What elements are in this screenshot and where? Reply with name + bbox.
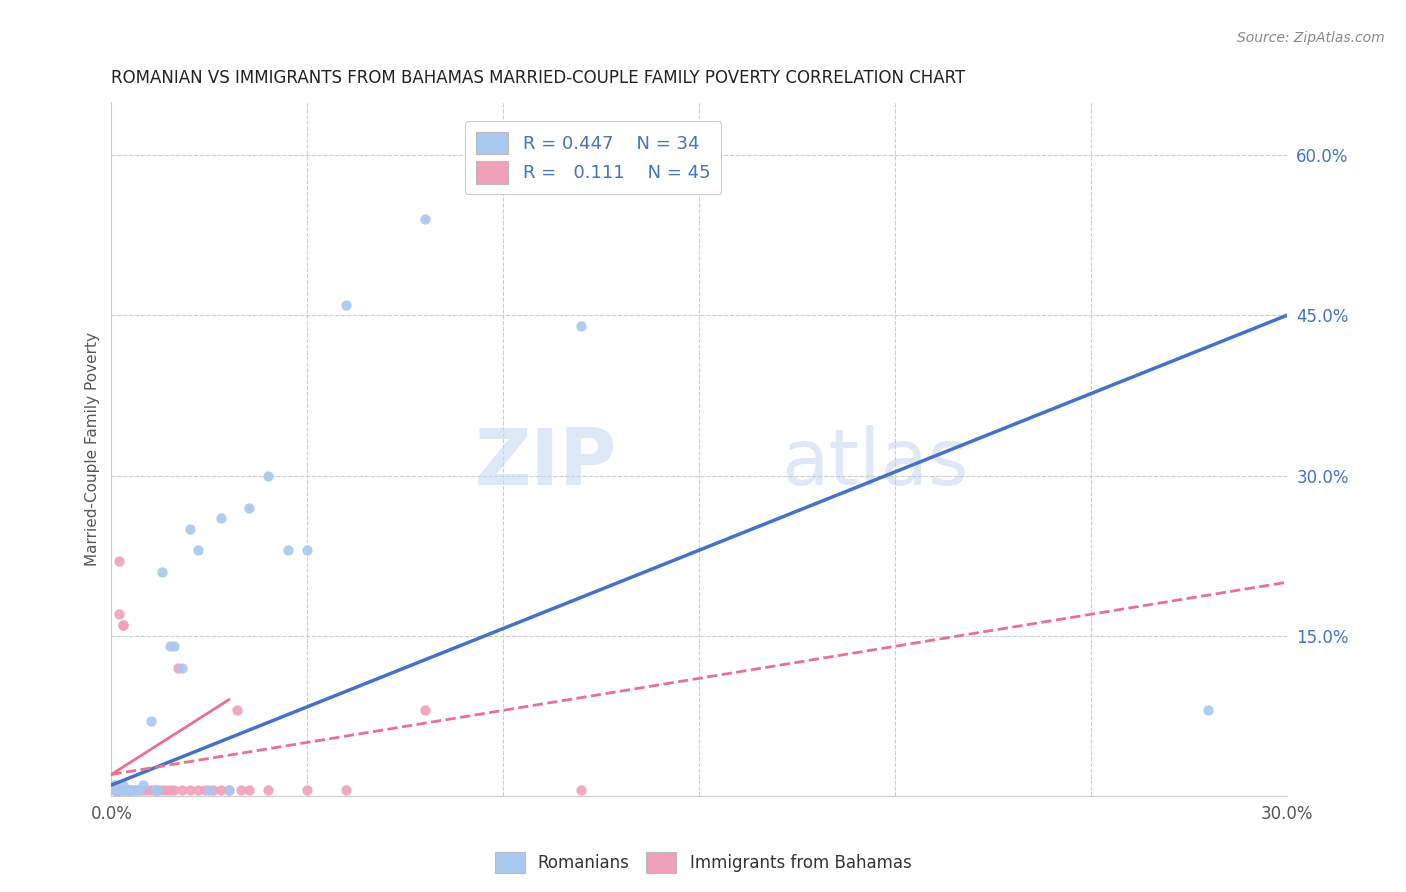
Point (108, 783, 131, 797)
Point (139, 714, 162, 728)
Point (135, 783, 157, 797)
Legend: R = 0.447    N = 34, R =   0.111    N = 45: R = 0.447 N = 34, R = 0.111 N = 45 (465, 121, 721, 194)
Point (335, 783, 357, 797)
Legend: Romanians, Immigrants from Bahamas: Romanians, Immigrants from Bahamas (488, 846, 918, 880)
Point (143, 783, 166, 797)
Point (115, 783, 138, 797)
Point (179, 522, 201, 536)
Point (104, 783, 127, 797)
Point (104, 778, 127, 792)
Point (112, 783, 135, 797)
Point (120, 783, 142, 797)
Point (115, 783, 138, 797)
Point (163, 640, 186, 654)
Text: ROMANIAN VS IMMIGRANTS FROM BAHAMAS MARRIED-COUPLE FAMILY POVERTY CORRELATION CH: ROMANIAN VS IMMIGRANTS FROM BAHAMAS MARR… (111, 69, 966, 87)
Point (120, 783, 142, 797)
Point (104, 783, 127, 797)
Point (159, 783, 181, 797)
Point (128, 783, 150, 797)
Point (277, 543, 299, 558)
Point (209, 511, 232, 525)
Text: atlas: atlas (782, 425, 969, 500)
Point (108, 607, 131, 622)
Point (159, 640, 181, 654)
Text: ZIP: ZIP (474, 425, 617, 500)
Point (179, 783, 201, 797)
Point (225, 703, 247, 717)
Point (257, 783, 280, 797)
Point (108, 783, 131, 797)
Point (143, 783, 166, 797)
Point (108, 554, 131, 568)
Text: Source: ZipAtlas.com: Source: ZipAtlas.com (1237, 31, 1385, 45)
Point (297, 783, 319, 797)
Point (124, 783, 146, 797)
Point (198, 783, 221, 797)
Point (150, 783, 173, 797)
Point (150, 565, 173, 579)
Point (104, 783, 127, 797)
Point (120, 783, 142, 797)
Point (257, 468, 280, 483)
Point (148, 783, 170, 797)
Point (229, 783, 252, 797)
Y-axis label: Married-Couple Family Poverty: Married-Couple Family Poverty (86, 332, 100, 566)
Point (132, 778, 155, 792)
Point (128, 783, 150, 797)
Point (413, 703, 436, 717)
Point (297, 543, 319, 558)
Point (115, 783, 138, 797)
Point (209, 783, 232, 797)
Point (115, 783, 138, 797)
Point (104, 783, 127, 797)
Point (112, 778, 135, 792)
Point (112, 618, 135, 632)
Point (124, 783, 146, 797)
Point (1197, 703, 1219, 717)
Point (218, 783, 240, 797)
Point (413, 212, 436, 227)
Point (155, 783, 177, 797)
Point (115, 783, 138, 797)
Point (132, 783, 155, 797)
Point (108, 783, 131, 797)
Point (335, 298, 357, 312)
Point (187, 543, 209, 558)
Point (187, 783, 209, 797)
Point (120, 783, 142, 797)
Point (238, 500, 260, 515)
Point (167, 661, 190, 675)
Point (571, 783, 593, 797)
Point (139, 783, 162, 797)
Point (170, 783, 193, 797)
Point (148, 783, 170, 797)
Point (112, 783, 135, 797)
Point (112, 618, 135, 632)
Point (571, 319, 593, 334)
Point (194, 783, 217, 797)
Point (170, 661, 193, 675)
Point (108, 783, 131, 797)
Point (202, 783, 225, 797)
Point (163, 783, 186, 797)
Point (112, 783, 135, 797)
Point (112, 783, 135, 797)
Point (238, 783, 260, 797)
Point (104, 778, 127, 792)
Point (218, 783, 240, 797)
Point (104, 783, 127, 797)
